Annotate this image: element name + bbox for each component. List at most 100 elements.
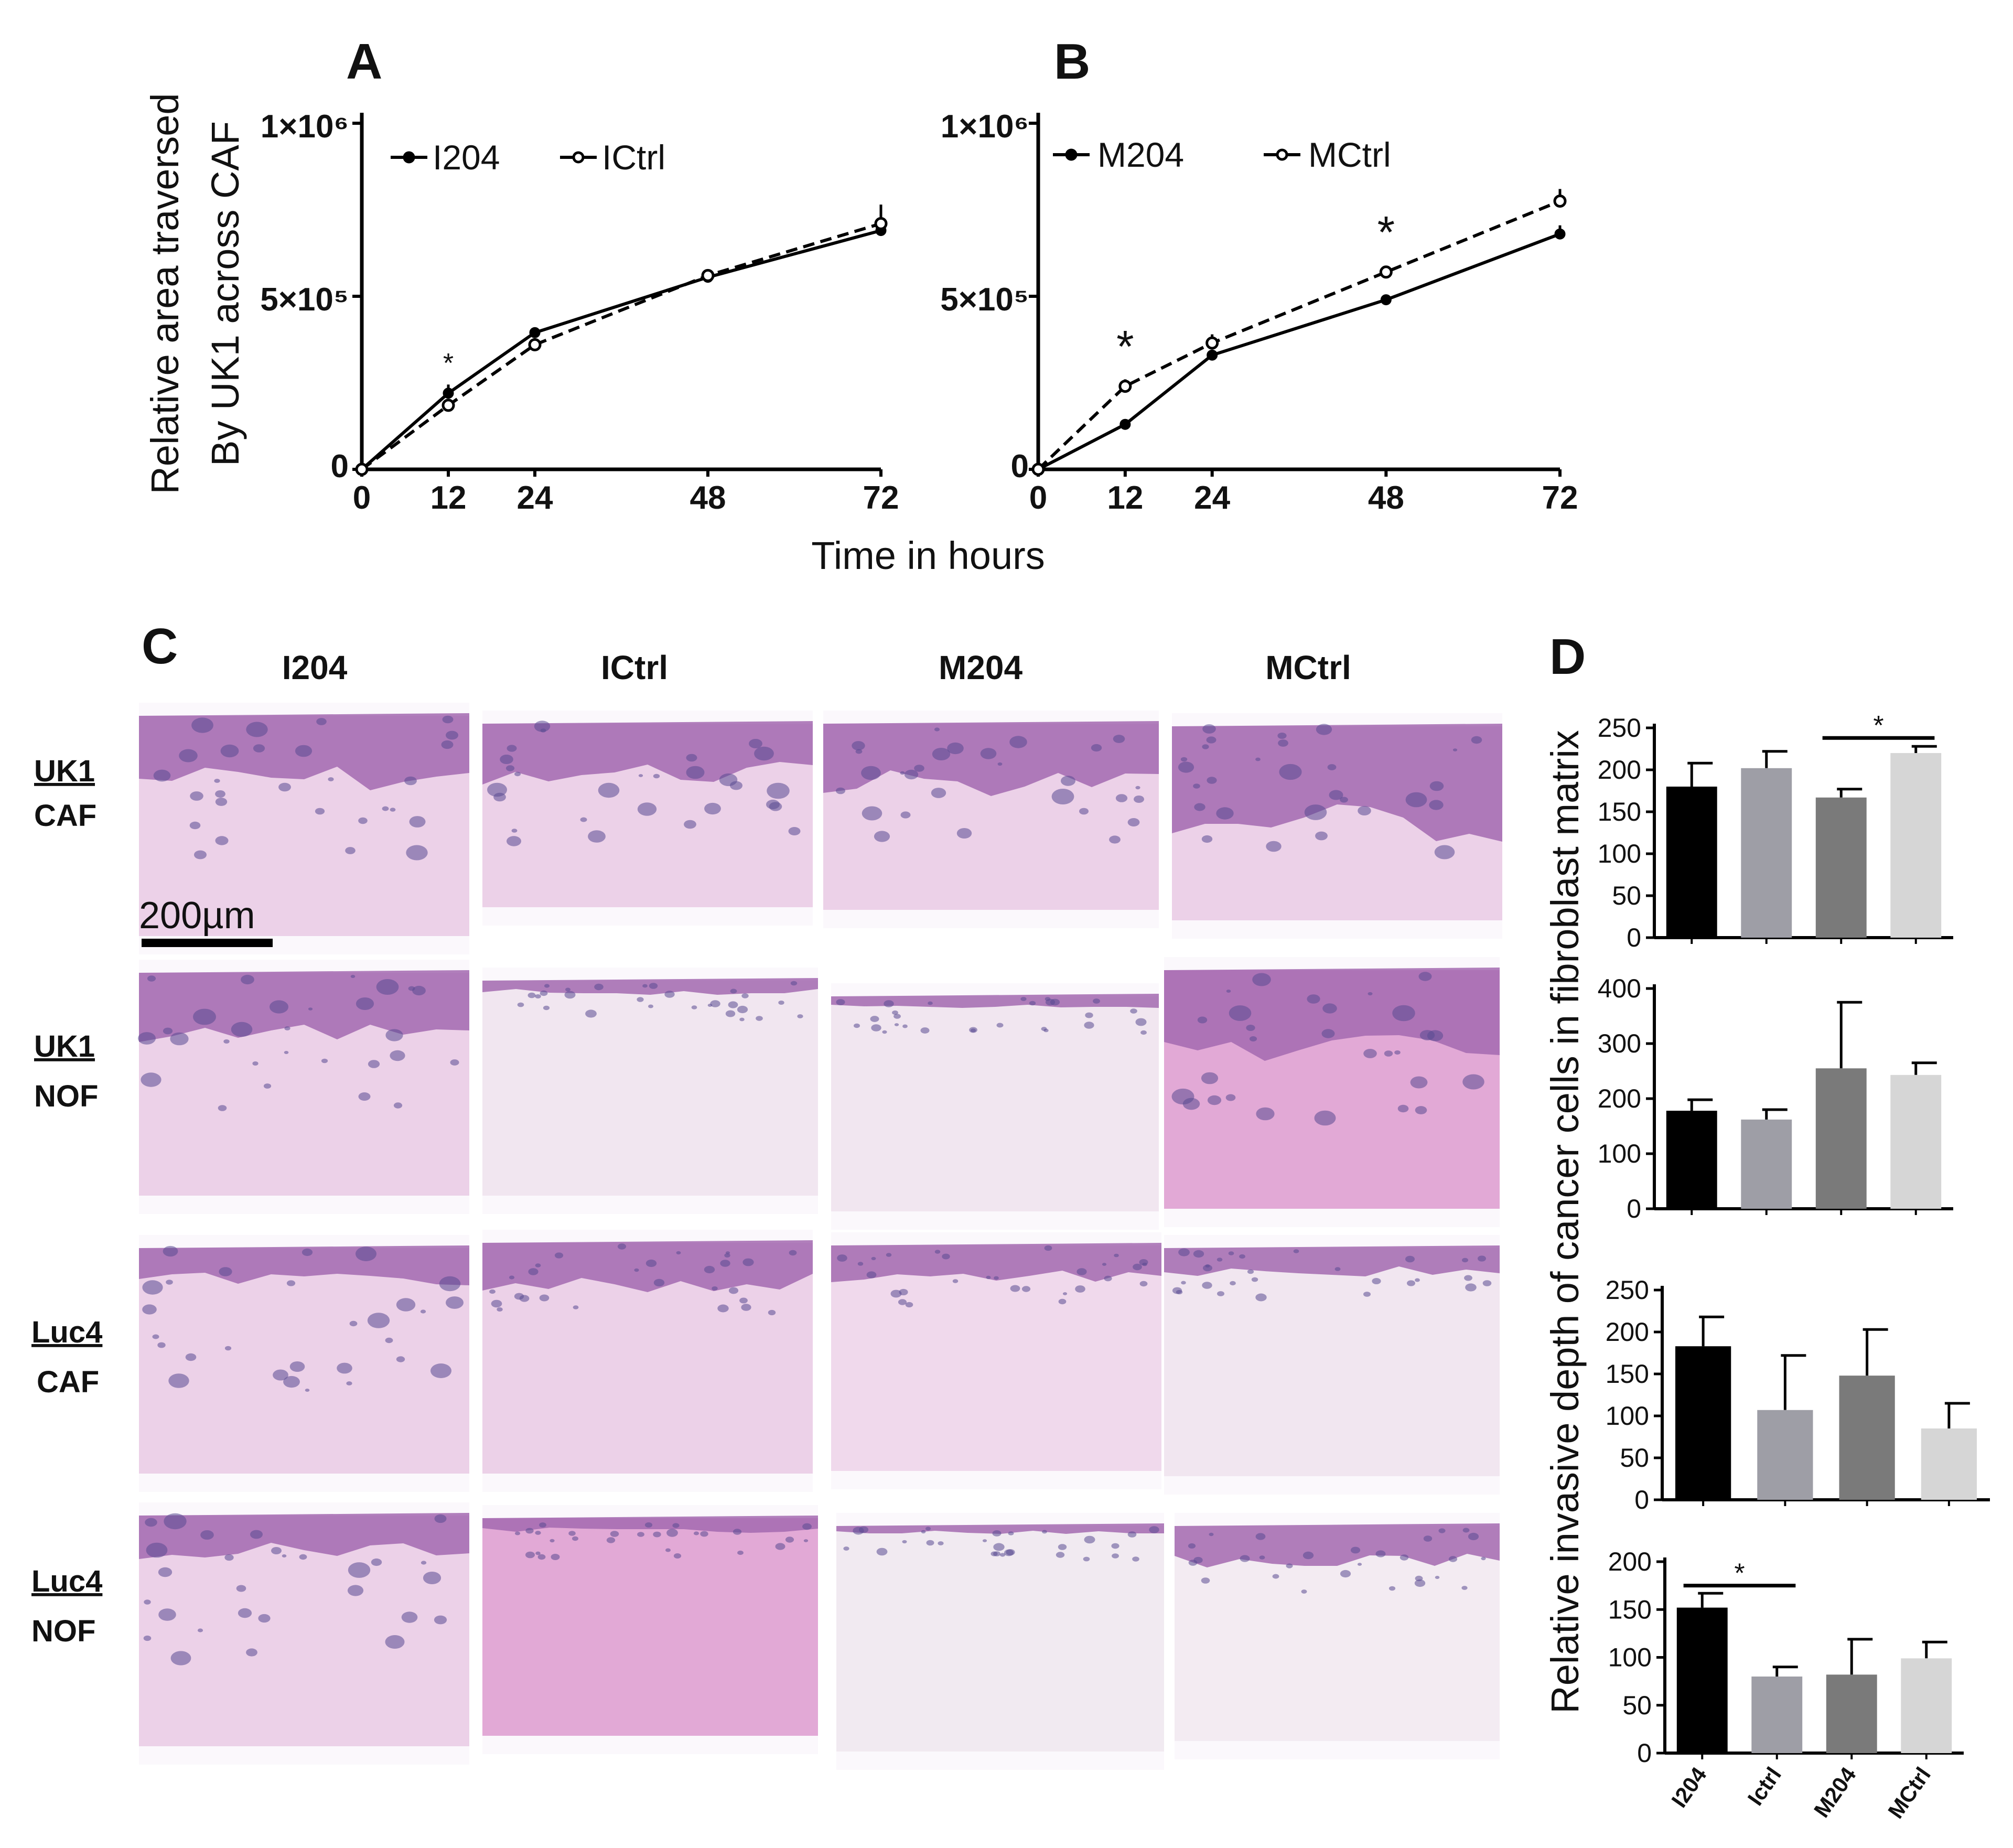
significance-star-A-0: * (443, 348, 454, 379)
cell-nucleus-r1-c4-7 (1340, 797, 1348, 803)
cell-nucleus-r2-c1-19 (218, 1105, 227, 1111)
row-label-4-line2: NOF (31, 1614, 95, 1648)
row-label-2-line2: NOF (34, 1079, 98, 1113)
cell-nucleus-r1-c1-14 (214, 779, 220, 783)
cell-nucleus-r2-c4-21 (1229, 1005, 1252, 1021)
cell-nucleus-r4-c3-13 (921, 1530, 926, 1534)
cell-nucleus-r3-c3-12 (905, 1302, 913, 1308)
cell-nucleus-r3-c3-13 (1133, 1263, 1142, 1271)
cell-nucleus-r4-c1-12 (348, 1562, 371, 1578)
cell-nucleus-r4-c4-16 (1448, 1556, 1458, 1562)
cell-nucleus-r3-c1-11 (286, 1280, 296, 1286)
cell-nucleus-r4-c2-3 (700, 1531, 708, 1537)
cell-nucleus-r1-c2-0 (704, 802, 721, 815)
cell-nucleus-r1-c4-25 (1278, 739, 1288, 747)
stroma-layer-r4-c2 (482, 1518, 818, 1736)
data-point-ictrl-4 (874, 217, 888, 230)
cell-nucleus-r4-c4-4 (1350, 1546, 1361, 1554)
cell-nucleus-r3-c1-19 (283, 1376, 300, 1388)
cell-nucleus-r4-c1-4 (144, 1599, 151, 1605)
cell-nucleus-r4-c4-26 (1400, 1554, 1409, 1561)
line-chart-b: 0 5×10⁵ 1×10⁶ M204 MCtrl 0 12 24 48 72 * * (940, 109, 1578, 516)
cell-nucleus-r3-c1-7 (367, 1313, 390, 1328)
cell-nucleus-r2-c3-15 (1020, 997, 1027, 1001)
cell-nucleus-r4-c1-9 (158, 1608, 176, 1621)
bar-D2-mctrl (1890, 1075, 1942, 1209)
cell-nucleus-r1-c4-3 (1279, 764, 1302, 780)
chart-D2-ytick-label-1: 100 (1598, 1139, 1641, 1168)
data-point-mctrl-0 (1031, 463, 1045, 476)
cell-nucleus-r4-c3-0 (1127, 1531, 1137, 1538)
cell-nucleus-r1-c1-13 (382, 806, 389, 811)
cell-nucleus-r2-c4-14 (1197, 1016, 1208, 1024)
data-point-ictrl-2 (528, 338, 542, 351)
cell-nucleus-r4-c3-11 (1084, 1535, 1095, 1544)
cell-nucleus-r4-c2-6 (775, 1543, 785, 1550)
cell-nucleus-r3-c3-11 (1139, 1259, 1148, 1265)
cell-nucleus-r2-c2-4 (741, 993, 749, 998)
cell-nucleus-r2-c2-18 (594, 983, 604, 991)
cell-nucleus-r2-c3-18 (882, 1030, 887, 1034)
cell-nucleus-r4-c2-27 (803, 1539, 809, 1542)
chart-A-xtick-label-3: 48 (690, 480, 726, 516)
cell-nucleus-r3-c4-8 (1230, 1281, 1236, 1286)
cell-nucleus-r3-c2-4 (720, 1260, 730, 1267)
cell-nucleus-r1-c3-27 (861, 766, 881, 780)
cell-nucleus-r2-c2-15 (535, 994, 541, 998)
legend-marker-m204 (1065, 148, 1078, 161)
cell-nucleus-r4-c4-27 (1468, 1532, 1479, 1541)
cell-nucleus-r3-c1-5 (152, 1334, 159, 1339)
cell-nucleus-r4-c4-22 (1302, 1551, 1314, 1560)
cell-nucleus-r4-c2-17 (572, 1536, 578, 1541)
cell-nucleus-r2-c2-0 (528, 992, 536, 998)
cell-nucleus-r1-c2-20 (769, 802, 782, 811)
cell-nucleus-r4-c4-12 (1462, 1528, 1470, 1533)
cell-nucleus-r3-c4-16 (1217, 1291, 1224, 1296)
cell-nucleus-r4-c4-25 (1414, 1579, 1426, 1587)
cell-nucleus-r4-c1-22 (158, 1567, 173, 1577)
bar-D1-ictrl (1741, 768, 1792, 938)
cell-nucleus-r2-c1-11 (231, 1022, 253, 1037)
cell-nucleus-r1-c3-4 (1115, 794, 1128, 802)
cell-nucleus-r4-c3-6 (1008, 1531, 1014, 1535)
cell-nucleus-r3-c1-23 (166, 1280, 173, 1285)
cell-nucleus-r1-c4-1 (1201, 835, 1213, 843)
data-point-ictrl-0 (355, 463, 369, 476)
cell-nucleus-r2-c4-0 (1410, 1076, 1428, 1089)
chart-D4-ytick-label-0: 0 (1637, 1738, 1652, 1768)
cell-nucleus-r1-c2-7 (580, 817, 587, 822)
cell-nucleus-r1-c2-8 (534, 721, 551, 732)
cell-nucleus-r4-c2-14 (733, 1529, 742, 1535)
significance-star-B-1: * (1377, 208, 1395, 258)
cell-nucleus-r3-c2-0 (497, 1307, 503, 1312)
cell-nucleus-r3-c2-11 (741, 1304, 751, 1311)
cell-nucleus-r3-c1-18 (305, 1389, 310, 1392)
bar-D4-mctrl (1901, 1658, 1952, 1753)
cell-nucleus-r4-c3-15 (853, 1527, 864, 1535)
cell-nucleus-r4-c4-3 (1255, 1533, 1266, 1540)
chart-D3-ytick-label-0: 0 (1634, 1485, 1649, 1514)
cell-nucleus-r4-c3-5 (1149, 1526, 1159, 1533)
cell-nucleus-r4-c2-7 (551, 1554, 560, 1560)
cell-nucleus-r3-c4-9 (1202, 1282, 1212, 1289)
cell-nucleus-r4-c3-17 (993, 1543, 1005, 1551)
cell-nucleus-r1-c1-3 (191, 717, 213, 733)
cell-nucleus-r2-c2-3 (543, 1005, 550, 1011)
panel-letter-d: D (1549, 629, 1586, 685)
cell-nucleus-r3-c3-22 (952, 1279, 959, 1283)
cell-nucleus-r1-c2-1 (754, 746, 774, 761)
bar-D1-mctrl (1890, 753, 1942, 938)
legend-marker-ictrl (572, 151, 585, 164)
cell-nucleus-r2-c3-20 (870, 1016, 879, 1022)
stroma-layer-r4-c3 (836, 1526, 1164, 1752)
cell-nucleus-r3-c3-20 (890, 1290, 902, 1298)
legend-label-mctrl: MCtrl (1308, 135, 1391, 174)
cell-nucleus-r3-c1-8 (420, 1309, 426, 1314)
cell-nucleus-r1-c1-22 (409, 816, 426, 828)
cell-nucleus-r2-c2-1 (728, 1001, 738, 1008)
cell-nucleus-r1-c2-22 (637, 802, 657, 816)
chart-B-xtick-label-2: 24 (1194, 480, 1230, 516)
cell-nucleus-r3-c2-22 (645, 1259, 657, 1267)
cell-nucleus-r3-c3-8 (1104, 1275, 1112, 1282)
